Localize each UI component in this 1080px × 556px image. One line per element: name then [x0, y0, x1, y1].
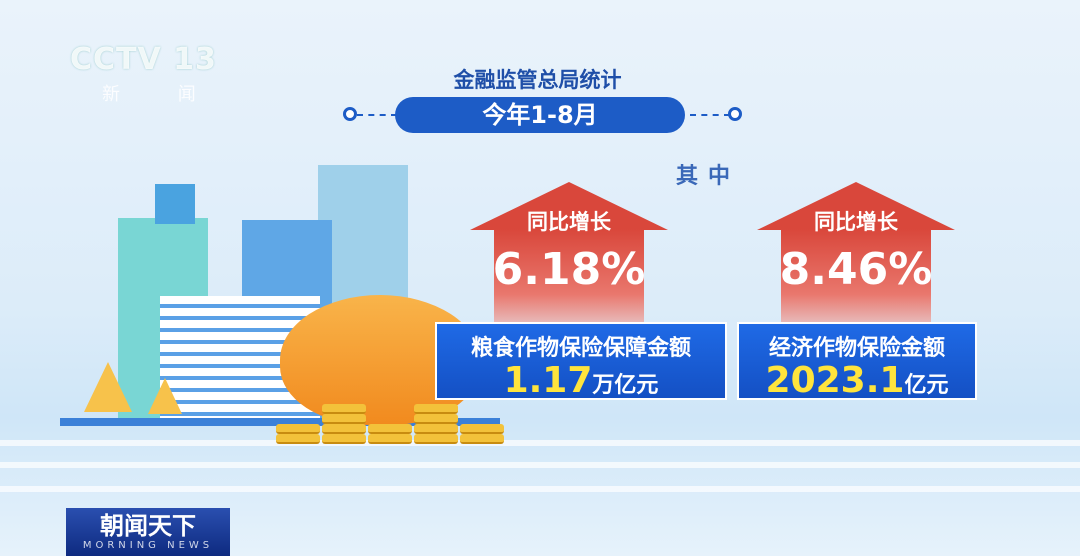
- stat-value: 1.17: [503, 360, 593, 401]
- growth-arrow-cash-crop: 同比增长 8.46%: [757, 182, 955, 322]
- period-pill: 今年1-8月: [395, 97, 685, 133]
- channel-logo: CCTV 13: [70, 42, 217, 77]
- stripe: [0, 440, 1080, 446]
- growth-value: 6.18%: [492, 244, 646, 295]
- program-english: MORNING NEWS: [82, 540, 214, 551]
- stripe: [0, 486, 1080, 492]
- stat-unit: 万亿元: [592, 373, 659, 398]
- growth-arrow-grain: 同比增长 6.18%: [470, 182, 668, 322]
- program-name: 朝闻天下: [100, 512, 196, 540]
- growth-value: 8.46%: [779, 244, 933, 295]
- decor-dashes: [690, 114, 730, 116]
- subtitle: 其中: [676, 164, 741, 189]
- stat-unit: 亿元: [904, 373, 949, 398]
- stripe: [0, 462, 1080, 468]
- stat-name: 粮食作物保险保障金额: [470, 336, 691, 361]
- header-title: 金融监管总局统计: [453, 68, 622, 92]
- decor-dashes: [357, 114, 397, 116]
- decor-dot: [728, 107, 742, 121]
- stat-box-cash-crop: 经济作物保险金额 2023.1亿元: [737, 322, 977, 400]
- channel-logo-subtext: 新 闻: [102, 84, 222, 105]
- stat-name: 经济作物保险金额: [768, 336, 945, 361]
- decor-dot: [343, 107, 357, 121]
- stat-value: 2023.1: [765, 360, 905, 401]
- growth-label: 同比增长: [527, 210, 611, 234]
- program-logo: 朝闻天下 MORNING NEWS: [66, 508, 230, 556]
- stat-box-grain: 粮食作物保险保障金额 1.17万亿元: [435, 322, 727, 400]
- growth-label: 同比增长: [814, 210, 898, 234]
